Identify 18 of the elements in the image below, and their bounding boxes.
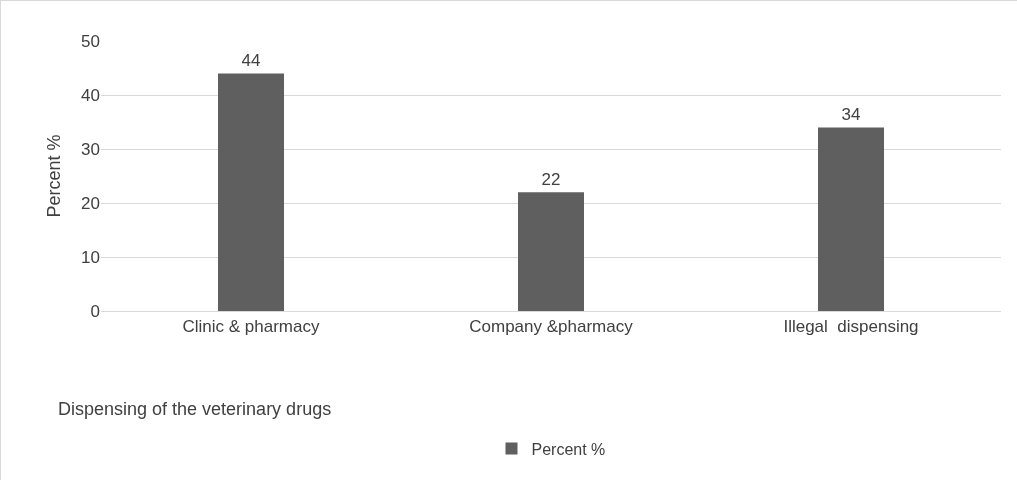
bar <box>818 127 884 311</box>
y-axis-title: Percent % <box>44 134 65 218</box>
data-label: 44 <box>241 51 261 71</box>
data-label: 22 <box>541 170 561 190</box>
bar <box>218 73 284 311</box>
x-tick-label: Clinic & pharmacy <box>182 317 320 337</box>
y-tick-label: 10 <box>81 247 100 267</box>
x-tick-label: Company &pharmacy <box>469 317 634 337</box>
legend-label: Percent % <box>531 440 606 458</box>
y-tick-label: 50 <box>81 31 100 51</box>
y-tick-label: 40 <box>81 85 100 105</box>
x-tick-label: Illegal dispensing <box>783 317 919 337</box>
x-axis-title: Dispensing of the veterinary drugs <box>58 399 332 419</box>
bar <box>518 192 584 311</box>
y-tick-label: 0 <box>90 301 100 321</box>
data-label: 34 <box>841 105 861 125</box>
y-tick-label: 30 <box>81 139 100 159</box>
y-tick-label: 20 <box>81 193 100 213</box>
